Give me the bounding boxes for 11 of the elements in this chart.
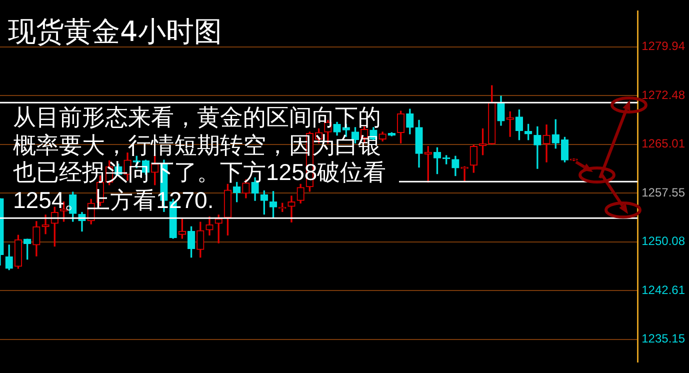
candlestick bbox=[288, 196, 296, 222]
candlestick bbox=[542, 124, 550, 162]
y-tick-label: 1242.61 bbox=[642, 282, 686, 297]
y-tick-label: 1250.08 bbox=[642, 234, 686, 248]
y-tick-label: 1235.15 bbox=[642, 332, 686, 346]
candlestick bbox=[534, 126, 542, 169]
chart-title: 现货黄金4小时图 bbox=[8, 14, 222, 50]
y-tick-label: 1265.01 bbox=[642, 136, 686, 151]
y-tick-label: 1272.48 bbox=[642, 88, 686, 102]
y-tick-label: 1279.94 bbox=[642, 39, 686, 54]
y-tick-label: 1257.55 bbox=[642, 185, 686, 200]
